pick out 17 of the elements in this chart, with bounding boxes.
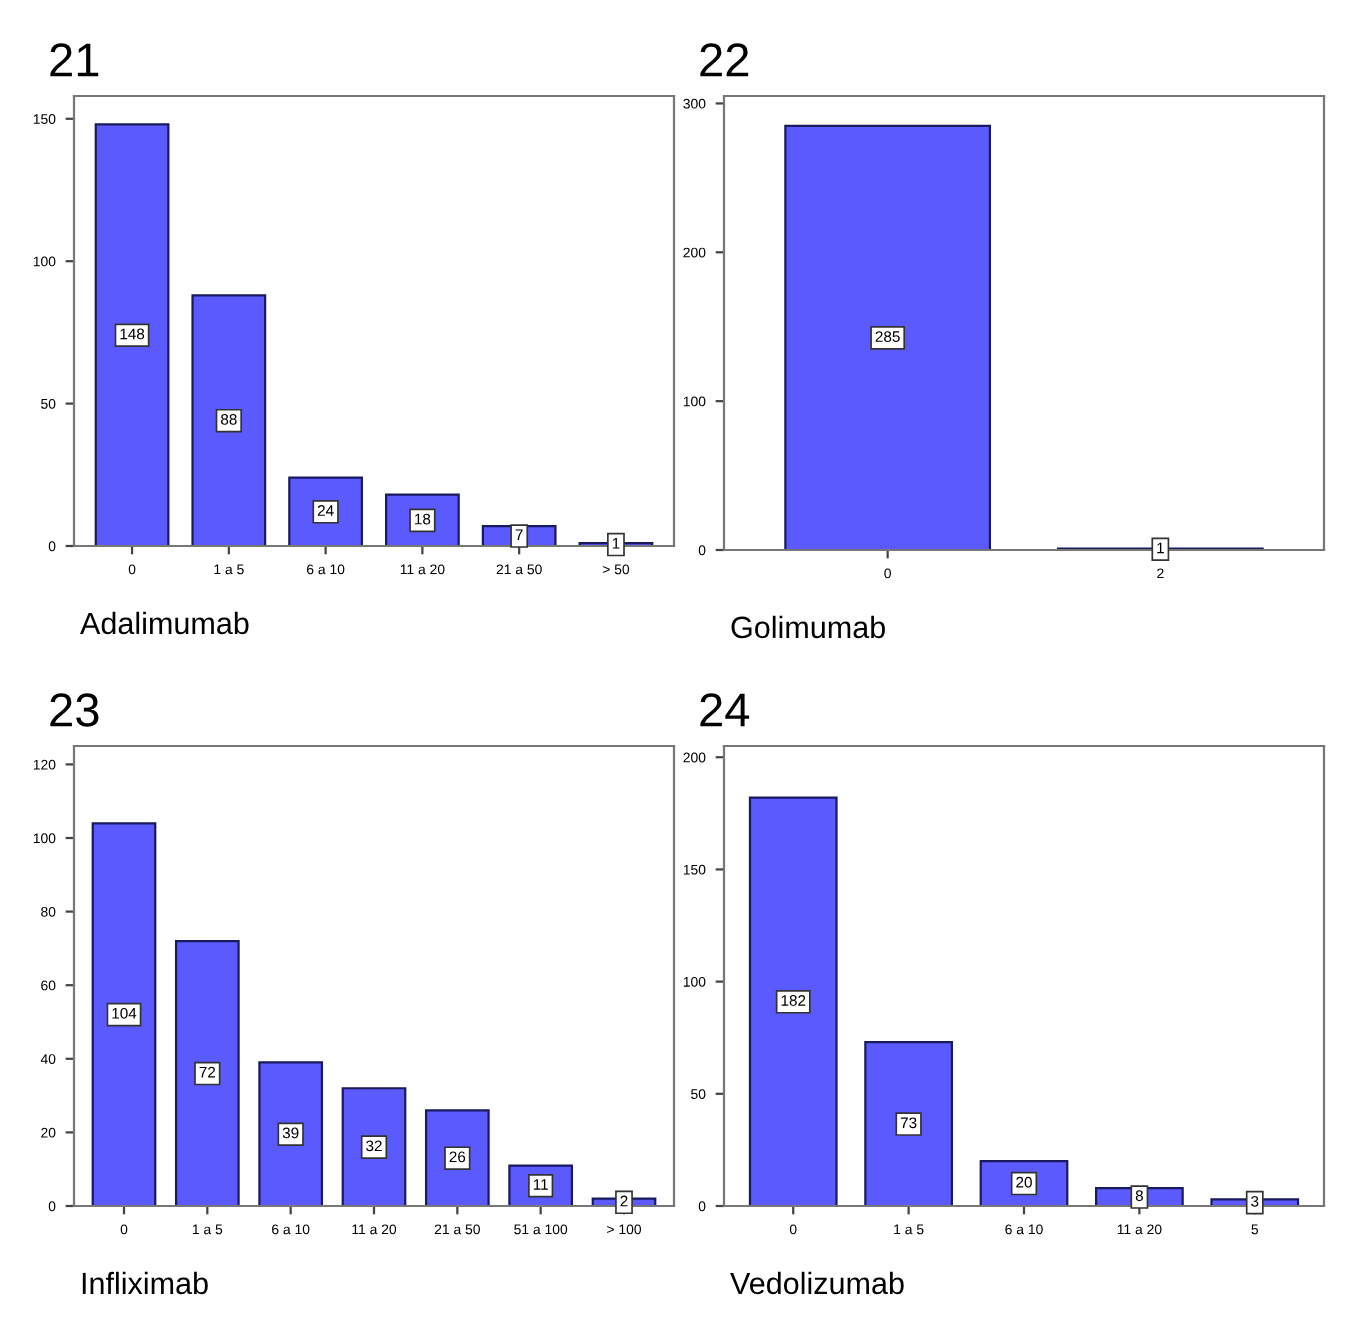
bar bbox=[864, 1041, 953, 1206]
bar bbox=[91, 822, 157, 1206]
x-axis-title: Adalimumab bbox=[80, 611, 249, 635]
chart-title: 21 bbox=[50, 43, 99, 77]
bar bbox=[191, 294, 267, 546]
chart-title: 24 bbox=[700, 693, 750, 727]
chart-title: 23 bbox=[50, 693, 99, 727]
bar bbox=[94, 123, 170, 546]
bar bbox=[174, 939, 240, 1206]
x-axis-title: Infliximab bbox=[82, 1271, 208, 1295]
x-axis-title: Vedolizumab bbox=[730, 1271, 904, 1295]
x-axis-title: Golimumab bbox=[731, 615, 885, 639]
bar bbox=[341, 1087, 407, 1206]
bar bbox=[424, 1109, 490, 1206]
bar bbox=[748, 796, 838, 1206]
bar bbox=[258, 1061, 324, 1206]
chart-title: 22 bbox=[700, 43, 749, 77]
